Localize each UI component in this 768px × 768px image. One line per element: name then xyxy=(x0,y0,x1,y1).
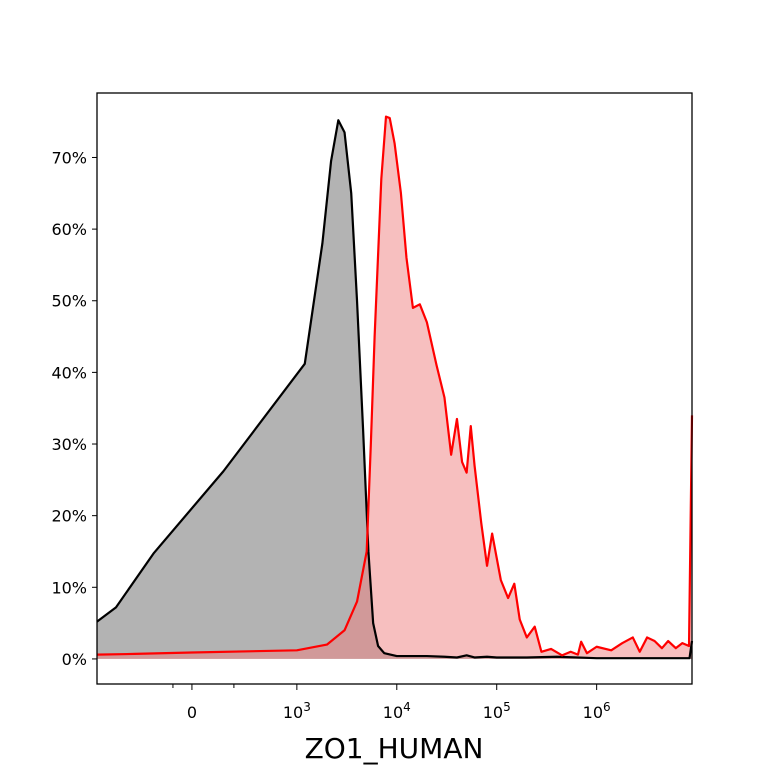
y-tick-label: 40% xyxy=(51,363,87,382)
y-tick-label: 0% xyxy=(62,650,87,669)
y-tick-label: 50% xyxy=(51,292,87,311)
y-tick-label: 10% xyxy=(51,578,87,597)
x-tick-label: 0 xyxy=(187,703,197,722)
x-axis-label: ZO1_HUMAN xyxy=(305,732,484,765)
x-tick-label: 104 xyxy=(383,700,411,722)
series-2-area xyxy=(97,116,692,659)
series-2-line xyxy=(96,115,694,657)
x-tick-label: 106 xyxy=(583,700,611,722)
x-tick-label: 105 xyxy=(483,700,511,722)
x-tick-label: 103 xyxy=(283,700,311,722)
y-tick-label: 20% xyxy=(51,507,87,526)
axes-frame xyxy=(96,92,693,685)
y-axis: 0% 10% 20% 30% 40% 50% 60% 70% xyxy=(51,148,97,669)
y-tick-label: 70% xyxy=(51,148,87,167)
plot-area xyxy=(96,115,694,660)
y-tick-label: 60% xyxy=(51,220,87,239)
y-tick-label: 30% xyxy=(51,435,87,454)
series-1-area xyxy=(97,120,692,659)
series-1-line xyxy=(96,119,694,660)
x-axis: 0 103 104 105 106 xyxy=(172,684,611,722)
